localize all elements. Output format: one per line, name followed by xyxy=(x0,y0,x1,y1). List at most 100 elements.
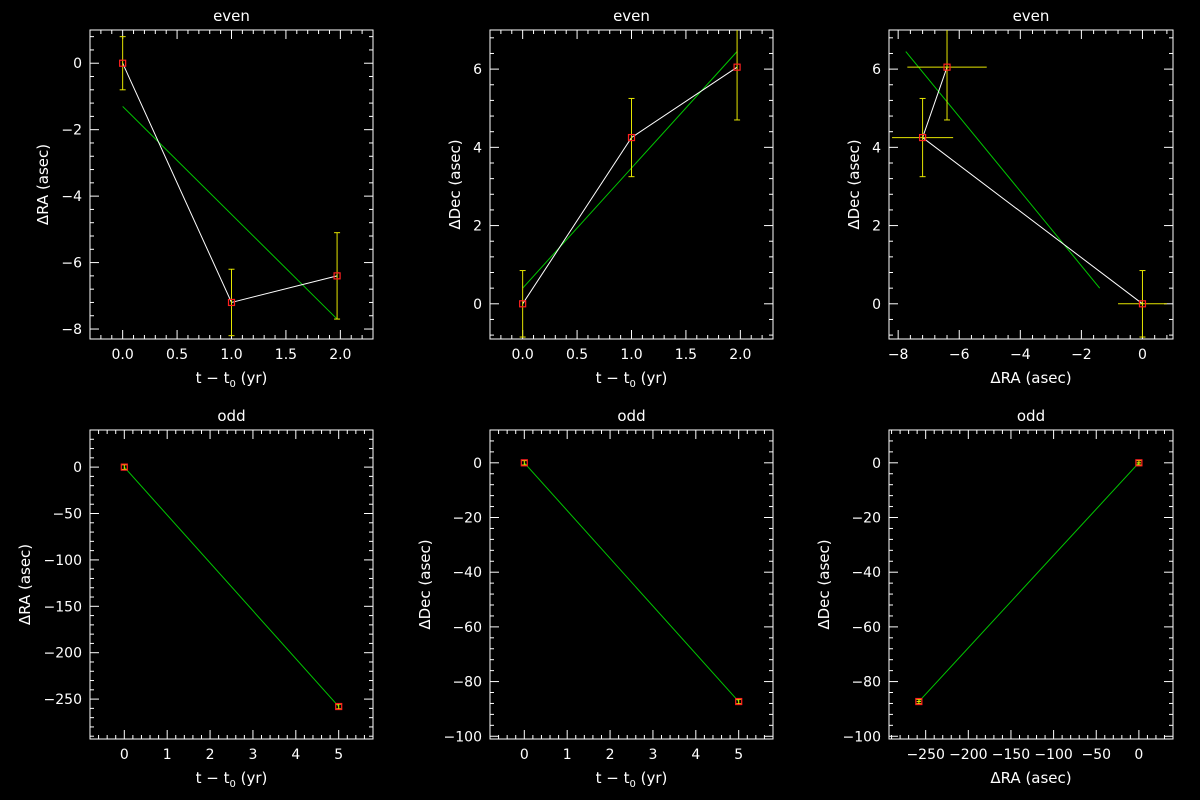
y-axis-label: ΔRA (asec) xyxy=(16,544,34,625)
y-tick-label: 0 xyxy=(473,456,482,472)
x-tick-label: 0.0 xyxy=(112,347,134,363)
x-tick-label: 2 xyxy=(206,747,215,763)
x-tick-label: 4 xyxy=(291,747,300,763)
x-tick-label: −200 xyxy=(949,747,987,763)
x-axis-label: t − t0 (yr) xyxy=(196,369,268,390)
y-axis-label: ΔRA (asec) xyxy=(34,144,52,225)
data-point xyxy=(120,463,128,471)
data-point xyxy=(627,133,636,142)
fit-line xyxy=(523,462,740,702)
chart-title: odd xyxy=(217,407,245,425)
fit-line xyxy=(905,51,1101,289)
x-tick-label: 1.0 xyxy=(620,347,642,363)
x-axis-label-unit: (yr) xyxy=(636,769,668,787)
y-tick-label: −200 xyxy=(44,646,82,662)
x-tick-label: 0 xyxy=(520,747,529,763)
x-tick-label: 2 xyxy=(606,747,615,763)
y-tick-label: 4 xyxy=(872,140,881,156)
x-tick-label: −50 xyxy=(1081,747,1111,763)
x-axis-label-unit: (yr) xyxy=(236,369,268,387)
x-tick-label: 4 xyxy=(691,747,700,763)
data-point xyxy=(918,133,927,142)
x-tick-label: 0.5 xyxy=(166,347,188,363)
data-point xyxy=(915,697,923,706)
x-tick-label: −250 xyxy=(906,747,944,763)
y-tick-label: −40 xyxy=(452,565,482,581)
x-axis-label: ΔRA (asec) xyxy=(990,369,1071,387)
x-tick-label: −100 xyxy=(1034,747,1072,763)
data-point xyxy=(943,63,951,71)
y-axis-label: ΔDec (asec) xyxy=(815,539,833,629)
x-axis-label-main: t − t xyxy=(596,369,630,387)
y-tick-label: 6 xyxy=(872,62,881,78)
plot-frame xyxy=(489,429,774,740)
x-axis-label-unit: (yr) xyxy=(236,769,268,787)
x-tick-label: 1.5 xyxy=(675,347,697,363)
x-tick-label: −6 xyxy=(949,347,970,363)
x-axis-label-main: t − t xyxy=(196,369,230,387)
x-tick-label: −4 xyxy=(1010,347,1031,363)
fit-line xyxy=(918,462,1140,702)
y-tick-label: 0 xyxy=(73,460,82,476)
y-tick-label: −60 xyxy=(452,620,482,636)
y-tick-label: −8 xyxy=(61,322,82,338)
plot-frame xyxy=(888,29,1174,340)
x-axis-label-subscript: 0 xyxy=(629,379,635,390)
y-tick-label: 0 xyxy=(872,456,881,472)
y-tick-label: −50 xyxy=(52,507,82,523)
y-tick-label: −150 xyxy=(44,599,82,615)
x-tick-label: 2.0 xyxy=(329,347,351,363)
x-axis-label-unit: (yr) xyxy=(636,369,668,387)
x-axis-label-main: t − t xyxy=(196,769,230,787)
panel-3: even −8 −6 −4 −2 0 0 2 4 6 ΔRA (asec) ΔDec (asec) xyxy=(845,7,1174,387)
x-axis-label: t − t0 (yr) xyxy=(196,769,268,790)
x-tick-label: 0.0 xyxy=(512,347,534,363)
x-tick-label: 1.5 xyxy=(275,347,297,363)
plot-data xyxy=(519,30,741,338)
x-tick-label: 0.5 xyxy=(566,347,588,363)
data-point xyxy=(119,59,127,67)
x-tick-label: 3 xyxy=(248,747,257,763)
y-tick-label: −2 xyxy=(61,123,82,139)
x-axis-label-main: t − t xyxy=(596,769,630,787)
y-tick-label: −80 xyxy=(851,675,881,691)
chart-title: odd xyxy=(617,407,645,425)
data-point xyxy=(1135,459,1143,467)
chart-title: even xyxy=(613,7,650,25)
y-tick-label: −80 xyxy=(452,675,482,691)
y-tick-label: −60 xyxy=(851,620,881,636)
x-axis-label-subscript: 0 xyxy=(629,779,635,790)
y-tick-label: −40 xyxy=(851,565,881,581)
y-tick-label: −100 xyxy=(44,553,82,569)
data-point xyxy=(735,697,743,706)
y-axis-label: ΔDec (asec) xyxy=(845,139,863,229)
data-point xyxy=(733,63,741,71)
fit-line xyxy=(123,466,340,707)
x-tick-label: 1 xyxy=(563,747,572,763)
x-tick-label: 1.0 xyxy=(220,347,242,363)
y-tick-label: 6 xyxy=(473,62,482,78)
data-point xyxy=(520,459,528,467)
x-tick-label: −8 xyxy=(888,347,909,363)
y-axis-label: ΔDec (asec) xyxy=(416,539,434,629)
y-tick-label: −100 xyxy=(843,729,881,745)
plot-data xyxy=(120,463,343,711)
plot-frame xyxy=(888,429,1174,740)
y-tick-label: −4 xyxy=(61,189,82,205)
y-tick-label: 0 xyxy=(473,297,482,313)
y-tick-label: −250 xyxy=(44,692,82,708)
y-tick-label: −20 xyxy=(851,511,881,527)
x-tick-label: 1 xyxy=(163,747,172,763)
x-tick-label: 0 xyxy=(120,747,129,763)
panel-6: odd−250 −200 −150 −100 −50 0−100−80−60−40−200… xyxy=(815,407,1174,787)
data-point xyxy=(1138,300,1147,308)
y-tick-label: 2 xyxy=(872,219,881,235)
data-point xyxy=(519,300,527,308)
y-tick-label: −20 xyxy=(452,511,482,527)
plot-data xyxy=(892,30,1167,338)
x-tick-label: −2 xyxy=(1071,347,1092,363)
